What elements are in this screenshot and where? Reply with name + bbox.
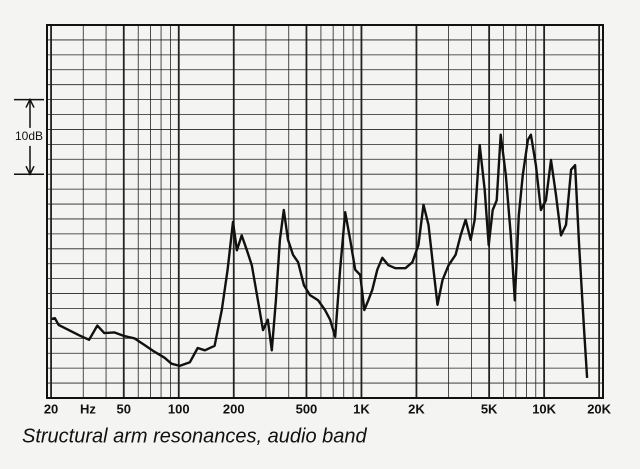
x-unit: Hz	[80, 401, 96, 416]
x-tick-label: 5K	[481, 401, 498, 416]
x-tick-label: 2K	[408, 401, 425, 416]
response-line	[50, 133, 589, 378]
x-tick-label: 200	[223, 401, 245, 416]
scale-arrow	[25, 97, 35, 108]
x-tick-label: 20K	[587, 401, 611, 416]
plot-frame	[46, 24, 604, 399]
x-tick-label: 10K	[532, 401, 556, 416]
scale-label: 10dB	[15, 129, 43, 143]
x-tick-label: 500	[296, 401, 318, 416]
chart-title: Structural arm resonances, audio band	[22, 425, 368, 447]
x-tick-label: 1K	[353, 401, 370, 416]
scale-arrow	[25, 165, 35, 176]
x-tick-label: 100	[168, 401, 190, 416]
x-tick-label: 50	[117, 401, 131, 416]
x-tick-label: 20	[44, 401, 58, 416]
scale-label-bg	[12, 127, 46, 146]
